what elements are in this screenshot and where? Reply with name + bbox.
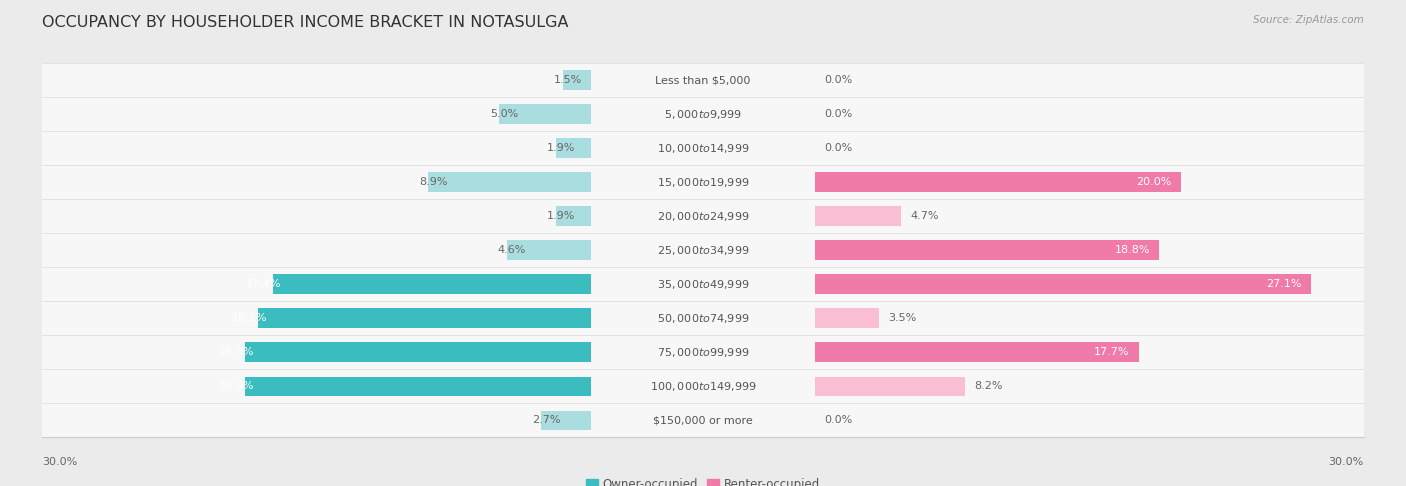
Text: 2.7%: 2.7% <box>531 416 561 425</box>
Bar <box>591 335 815 369</box>
Bar <box>42 267 591 301</box>
Bar <box>815 165 1364 199</box>
Text: $75,000 to $99,999: $75,000 to $99,999 <box>657 346 749 359</box>
Bar <box>42 335 591 369</box>
Bar <box>245 377 591 396</box>
Text: $10,000 to $14,999: $10,000 to $14,999 <box>657 142 749 155</box>
Bar <box>591 165 815 199</box>
Bar <box>42 165 591 199</box>
Text: $15,000 to $19,999: $15,000 to $19,999 <box>657 176 749 189</box>
Bar <box>591 369 815 403</box>
Text: 30.0%: 30.0% <box>1329 457 1364 467</box>
Bar <box>555 207 591 226</box>
Bar <box>591 403 815 437</box>
Text: 1.9%: 1.9% <box>547 143 575 153</box>
Bar <box>591 63 815 97</box>
Text: 18.8%: 18.8% <box>1115 245 1150 255</box>
Bar <box>42 199 591 233</box>
Bar <box>815 199 1364 233</box>
Bar <box>591 233 815 267</box>
Bar <box>499 104 591 124</box>
Bar <box>815 343 1139 362</box>
Bar <box>591 267 815 301</box>
Bar <box>42 233 591 267</box>
Bar <box>564 70 591 90</box>
Text: 0.0%: 0.0% <box>824 416 852 425</box>
Text: 0.0%: 0.0% <box>824 109 852 119</box>
Text: $20,000 to $24,999: $20,000 to $24,999 <box>657 210 749 223</box>
Text: 18.9%: 18.9% <box>219 347 254 357</box>
Bar <box>42 369 591 403</box>
Bar <box>815 369 1364 403</box>
Bar <box>42 301 591 335</box>
Bar <box>427 173 591 192</box>
Text: 1.5%: 1.5% <box>554 75 582 85</box>
Text: $35,000 to $49,999: $35,000 to $49,999 <box>657 278 749 291</box>
Bar <box>42 131 591 165</box>
Bar <box>555 139 591 158</box>
Text: 1.9%: 1.9% <box>547 211 575 221</box>
Text: 0.0%: 0.0% <box>824 75 852 85</box>
Bar <box>815 207 901 226</box>
Text: 17.7%: 17.7% <box>1094 347 1130 357</box>
Text: 17.4%: 17.4% <box>246 279 281 289</box>
Bar <box>42 97 591 131</box>
Text: 8.9%: 8.9% <box>419 177 447 187</box>
Bar <box>815 335 1364 369</box>
Text: $50,000 to $74,999: $50,000 to $74,999 <box>657 312 749 325</box>
Text: OCCUPANCY BY HOUSEHOLDER INCOME BRACKET IN NOTASULGA: OCCUPANCY BY HOUSEHOLDER INCOME BRACKET … <box>42 15 568 30</box>
Text: 5.0%: 5.0% <box>491 109 519 119</box>
Text: Less than $5,000: Less than $5,000 <box>655 75 751 85</box>
Bar <box>591 131 815 165</box>
Bar <box>273 275 591 294</box>
Text: Source: ZipAtlas.com: Source: ZipAtlas.com <box>1253 15 1364 25</box>
Text: 20.0%: 20.0% <box>1136 177 1171 187</box>
Text: $25,000 to $34,999: $25,000 to $34,999 <box>657 244 749 257</box>
Bar <box>42 63 591 97</box>
Text: 27.1%: 27.1% <box>1267 279 1302 289</box>
Bar <box>815 97 1364 131</box>
Text: 4.7%: 4.7% <box>911 211 939 221</box>
Bar <box>815 403 1364 437</box>
Legend: Owner-occupied, Renter-occupied: Owner-occupied, Renter-occupied <box>581 473 825 486</box>
Bar <box>506 241 591 260</box>
Bar <box>541 411 591 430</box>
Text: $100,000 to $149,999: $100,000 to $149,999 <box>650 380 756 393</box>
Bar <box>815 275 1310 294</box>
Text: 18.2%: 18.2% <box>232 313 267 323</box>
Bar <box>815 309 879 328</box>
Text: 8.2%: 8.2% <box>974 382 1002 391</box>
Bar <box>591 301 815 335</box>
Bar <box>815 131 1364 165</box>
Text: 18.9%: 18.9% <box>219 382 254 391</box>
Bar <box>815 377 966 396</box>
Bar <box>257 309 591 328</box>
Bar <box>245 343 591 362</box>
Text: $5,000 to $9,999: $5,000 to $9,999 <box>664 108 742 121</box>
Bar <box>42 403 591 437</box>
Bar <box>815 301 1364 335</box>
Text: 3.5%: 3.5% <box>889 313 917 323</box>
Bar <box>815 173 1181 192</box>
Text: $150,000 or more: $150,000 or more <box>654 416 752 425</box>
Bar <box>815 233 1364 267</box>
Text: 30.0%: 30.0% <box>42 457 77 467</box>
Text: 4.6%: 4.6% <box>498 245 526 255</box>
Text: 0.0%: 0.0% <box>824 143 852 153</box>
Bar <box>591 199 815 233</box>
Bar <box>815 63 1364 97</box>
Bar <box>591 97 815 131</box>
Bar <box>815 267 1364 301</box>
Bar <box>815 241 1159 260</box>
